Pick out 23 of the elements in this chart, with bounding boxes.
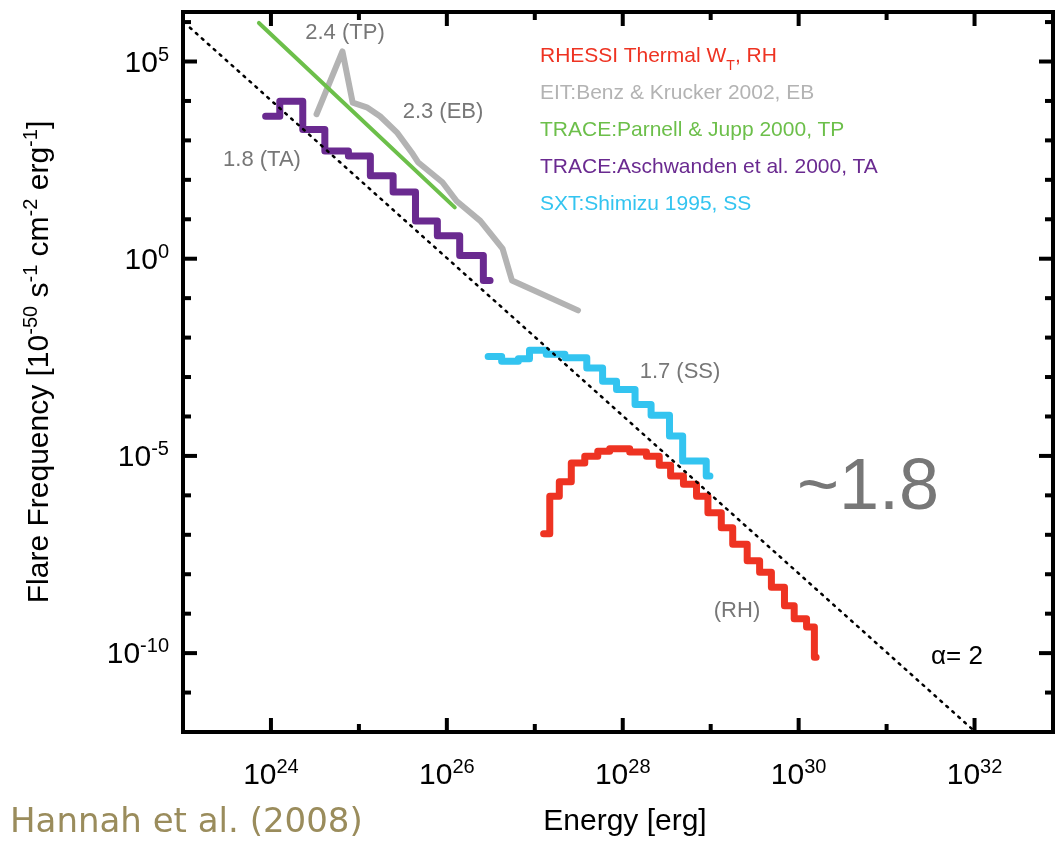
y-tick-label: 10$^{0}$ (124, 239, 169, 275)
annotation: α= 2 (931, 639, 983, 670)
x-tick-label: 10$^{30}$ (770, 755, 827, 790)
text: EIT:Benz & Krucker 2002, EB (540, 80, 815, 103)
y-tick-label: 10$^{5}$ (124, 42, 169, 78)
annotation: 1.8 (TA) (223, 145, 301, 171)
x-tick-label: 10$^{24}$ (243, 755, 299, 790)
y-tick-label: 10$^{-10}$ (106, 634, 169, 670)
annotation: ~1.8 (796, 444, 940, 525)
text: Hannah et al. (2008) (10, 800, 363, 840)
annotation: 2.4 (TP) (305, 18, 385, 44)
x-axis-title: Energy [erg] (543, 803, 707, 836)
text: TRACE:Parnell & Jupp 2000, TP (540, 117, 845, 140)
text: TRACE:Aschwanden et al. 2000, TA (540, 154, 878, 177)
x-tick-label: 10$^{26}$ (419, 755, 475, 790)
annotation: 1.7 (SS) (639, 357, 721, 383)
y-tick-label: 10$^{-5}$ (117, 436, 169, 472)
x-tick-label: 10$^{28}$ (594, 755, 651, 790)
x-tick-label: 10$^{32}$ (946, 755, 1003, 790)
annotation: (RH) (713, 596, 761, 622)
text: RHESSI Thermal W$_{T}$, RH (540, 43, 777, 73)
text: SXT:Shimizu 1995, SS (540, 191, 752, 214)
annotation: 2.3 (EB) (402, 97, 484, 123)
